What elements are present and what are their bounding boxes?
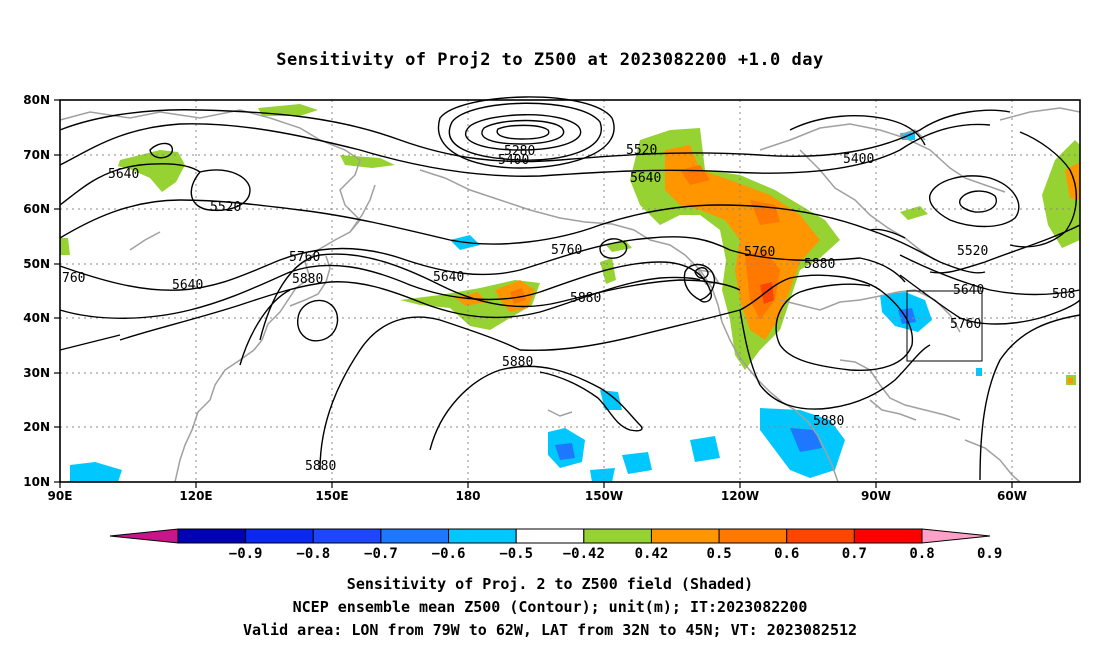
caption-line-1: Sensitivity of Proj. 2 to Z500 field (Sh… bbox=[346, 575, 754, 593]
lat-label: 70N bbox=[23, 148, 50, 162]
contour-label: 5280 bbox=[504, 144, 535, 159]
lat-label: 60N bbox=[23, 202, 50, 216]
colorbar-swatch bbox=[177, 528, 247, 544]
contour-label: 5760 bbox=[289, 250, 320, 265]
lon-label: 150E bbox=[315, 489, 348, 503]
caption-line-3: Valid area: LON from 79W to 62W, LAT fro… bbox=[242, 621, 858, 639]
colorbar-swatch bbox=[583, 528, 652, 544]
colorbar-swatch bbox=[448, 528, 517, 544]
contour-label: 5400 bbox=[498, 153, 529, 168]
contour-label: 5880 bbox=[292, 272, 323, 287]
lat-label: 10N bbox=[23, 475, 50, 489]
lon-label: 120W bbox=[721, 489, 759, 503]
valid-area-box bbox=[906, 290, 983, 362]
longitude-labels: 90E 120E 150E 180 150W 120W 90W 60W bbox=[48, 489, 1027, 503]
map-border bbox=[59, 99, 1081, 483]
coastlines bbox=[59, 107, 1081, 483]
caption-line-2: NCEP ensemble mean Z500 (Contour); unit(… bbox=[292, 598, 808, 616]
colorbar-tick-label: −0.5 bbox=[499, 546, 533, 562]
lon-label: 60W bbox=[997, 489, 1027, 503]
contour-label: 5520 bbox=[957, 244, 988, 259]
colorbar-swatch bbox=[853, 528, 923, 544]
colorbar-tick-label: 0.7 bbox=[842, 546, 867, 562]
colorbar-tick-label: −0.7 bbox=[364, 546, 398, 562]
colorbar-tick-label: 0.9 bbox=[977, 546, 1002, 562]
contour-label: 5880 bbox=[804, 257, 835, 272]
contour-label: 760 bbox=[62, 271, 85, 286]
lat-label: 20N bbox=[23, 420, 50, 434]
lat-label: 80N bbox=[23, 93, 50, 107]
contour-label: 5760 bbox=[551, 243, 582, 258]
contour-label: 5760 bbox=[744, 245, 775, 260]
colorbar-tick-label: 0.8 bbox=[909, 546, 934, 562]
colorbar-swatch bbox=[786, 528, 855, 544]
colorbar-tick-label: −0.42 bbox=[563, 546, 605, 562]
negative-sensitivity-shading bbox=[70, 132, 982, 482]
contour-label: 5880 bbox=[502, 355, 533, 370]
lat-label: 50N bbox=[23, 257, 50, 271]
colorbar-swatch bbox=[718, 528, 788, 544]
map-title: Sensitivity of Proj2 to Z500 at 20230822… bbox=[276, 50, 824, 70]
colorbar-tick-label: 0.5 bbox=[706, 546, 731, 562]
colorbar-tick-label: −0.6 bbox=[432, 546, 466, 562]
contour-label: 588 bbox=[1052, 287, 1075, 302]
colorbar-swatch bbox=[245, 528, 314, 544]
lat-lon-grid bbox=[60, 100, 1080, 482]
lon-label: 150W bbox=[585, 489, 623, 503]
colorbar-tick-label: 0.6 bbox=[774, 546, 799, 562]
colorbar-swatch bbox=[380, 528, 450, 544]
latitude-labels: 80N 70N 60N 50N 40N 30N 20N 10N bbox=[23, 93, 50, 489]
lon-label: 90E bbox=[48, 489, 73, 503]
contour-label: 5640 bbox=[433, 270, 464, 285]
contour-label: 5400 bbox=[843, 152, 874, 167]
lon-label: 180 bbox=[455, 489, 480, 503]
colorbar-swatch bbox=[312, 528, 382, 544]
contour-label: 5640 bbox=[172, 278, 203, 293]
contour-label: 5880 bbox=[305, 459, 336, 474]
contour-label: 5640 bbox=[630, 171, 661, 186]
axis-ticks bbox=[54, 99, 1013, 488]
colorbar: −0.9 −0.8 −0.7 −0.6 −0.5 −0.42 0.42 0.5 0.6 0.7 0.… bbox=[109, 528, 1002, 562]
colorbar-max-arrow bbox=[921, 528, 991, 544]
colorbar-tick-label: −0.9 bbox=[229, 546, 263, 562]
contour-label: 5880 bbox=[570, 291, 601, 306]
colorbar-swatch bbox=[650, 528, 720, 544]
contour-label: 5520 bbox=[626, 143, 657, 158]
lat-label: 30N bbox=[23, 366, 50, 380]
colorbar-swatch bbox=[515, 528, 585, 544]
colorbar-tick-label: −0.8 bbox=[296, 546, 330, 562]
z500-contours bbox=[59, 96, 1081, 481]
contour-label: 5640 bbox=[108, 167, 139, 182]
contour-label: 5880 bbox=[813, 414, 844, 429]
colorbar-tick-label: 0.42 bbox=[635, 546, 669, 562]
contour-label: 5520 bbox=[210, 200, 241, 215]
lat-label: 40N bbox=[23, 311, 50, 325]
contour-label: 5760 bbox=[950, 317, 981, 332]
lon-label: 120E bbox=[179, 489, 212, 503]
lon-label: 90W bbox=[861, 489, 891, 503]
colorbar-min-arrow bbox=[109, 528, 179, 544]
contour-labels: 5640 5520 5640 760 5760 5880 5280 5400 5… bbox=[62, 143, 1075, 474]
